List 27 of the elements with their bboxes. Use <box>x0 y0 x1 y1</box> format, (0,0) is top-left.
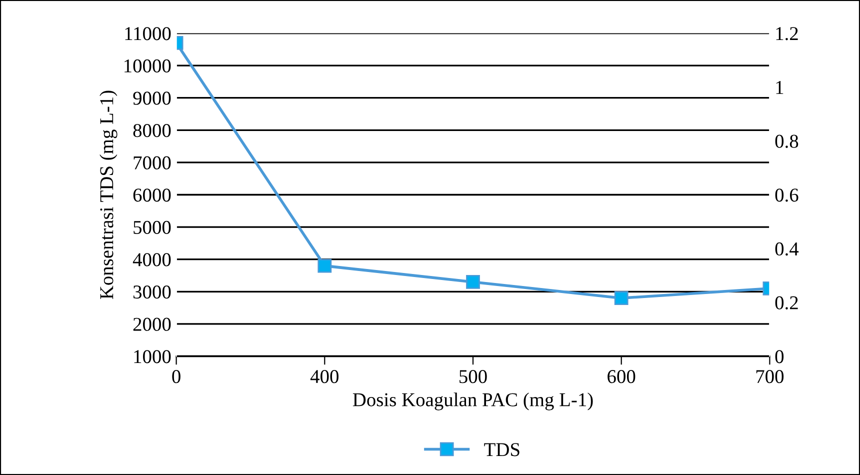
x-tick-label: 700 <box>756 370 784 384</box>
y-tick-label: 1000 <box>134 350 171 364</box>
y-tick-label: 9000 <box>133 92 171 105</box>
y-tick-label: 4000 <box>132 253 171 266</box>
y2-tick-label: 0.2 <box>775 296 798 310</box>
y2-tick-label: 0.6 <box>775 188 798 202</box>
y2-tick-label: 0 <box>775 350 784 364</box>
x-tick-label: 500 <box>460 370 487 384</box>
y-tick-label: 6000 <box>133 188 171 202</box>
point <box>466 275 480 289</box>
y-tick-label: 7000 <box>134 156 171 170</box>
y2-tick-label: 0.8 <box>775 134 798 148</box>
y-tick-label: 5000 <box>134 220 171 234</box>
y-tick-label: 2000 <box>133 318 171 331</box>
y2-tick-label: 0.4 <box>775 242 799 256</box>
y-axis-title: Konsentrasi TDS (mg L-1) <box>100 90 118 300</box>
y-tick-label: 8000 <box>133 124 171 138</box>
x-tick-label: 400 <box>310 370 338 384</box>
legend-label: TDS <box>484 443 520 456</box>
y2-tick-label: 1 <box>776 80 784 94</box>
x-axis-title: Dosis Koagulan PAC (mg L-1) <box>352 392 593 410</box>
y2-tick-label: 1.2 <box>776 27 798 40</box>
y-tick-label: 3000 <box>133 285 171 299</box>
x-tick-label: 600 <box>608 370 636 384</box>
y-tick-label: 10000 <box>124 59 171 72</box>
y-tick-label: 11000 <box>125 27 171 40</box>
x-tick-label: 0 <box>172 370 180 384</box>
